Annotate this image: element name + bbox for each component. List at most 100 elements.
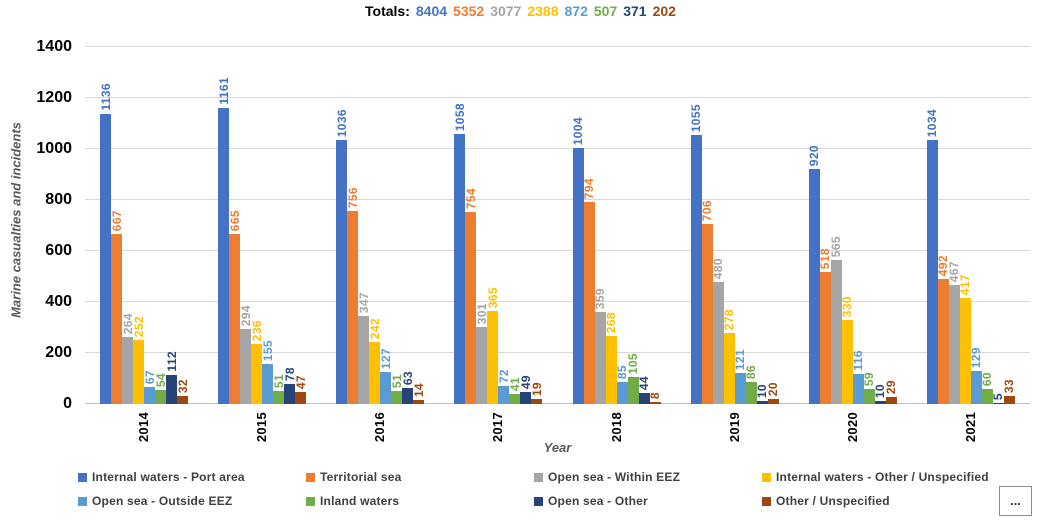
bar[interactable] bbox=[712, 282, 724, 404]
bar[interactable] bbox=[295, 392, 307, 404]
legend-label: Other / Unspecified bbox=[776, 494, 890, 508]
bar-slot: 8 bbox=[648, 392, 662, 404]
legend-swatch-icon bbox=[762, 472, 771, 482]
bar-slot: 264 bbox=[121, 313, 135, 404]
bar[interactable] bbox=[572, 148, 584, 404]
bar[interactable] bbox=[1003, 396, 1015, 404]
bar[interactable] bbox=[336, 140, 348, 404]
bar[interactable] bbox=[808, 169, 820, 404]
more-options-button[interactable]: ... bbox=[999, 486, 1032, 516]
bar[interactable] bbox=[391, 391, 403, 404]
bar[interactable] bbox=[948, 285, 960, 404]
legend-item[interactable]: Open sea - Other bbox=[534, 494, 762, 508]
bar[interactable] bbox=[413, 400, 425, 404]
bar[interactable] bbox=[122, 337, 134, 404]
bar[interactable] bbox=[454, 134, 466, 404]
legend-item[interactable]: Open sea - Outside EEZ bbox=[78, 494, 306, 508]
bar[interactable] bbox=[852, 374, 864, 404]
legend-item[interactable]: Other / Unspecified bbox=[762, 494, 990, 508]
bar-slot: 10 bbox=[755, 384, 769, 404]
bar[interactable] bbox=[133, 340, 145, 404]
bar-slot: 706 bbox=[700, 200, 714, 404]
bar[interactable] bbox=[240, 329, 252, 404]
bar[interactable] bbox=[649, 402, 661, 404]
bar[interactable] bbox=[734, 373, 746, 404]
legend-item[interactable]: Open sea - Within EEZ bbox=[534, 470, 762, 484]
bar[interactable] bbox=[520, 392, 532, 404]
bar[interactable] bbox=[981, 389, 993, 404]
bar[interactable] bbox=[111, 234, 123, 404]
bar[interactable] bbox=[926, 140, 938, 404]
legend-item[interactable]: Internal waters - Port area bbox=[78, 470, 306, 484]
bar[interactable] bbox=[100, 114, 112, 404]
bar[interactable] bbox=[166, 375, 178, 404]
bar[interactable] bbox=[487, 311, 499, 404]
bar[interactable] bbox=[465, 212, 477, 404]
legend-item[interactable]: Territorial sea bbox=[306, 470, 534, 484]
bar[interactable] bbox=[498, 386, 510, 404]
bar-slot: 51 bbox=[272, 374, 286, 404]
bar-slot: 278 bbox=[722, 309, 736, 404]
bar[interactable] bbox=[155, 390, 167, 404]
bar[interactable] bbox=[229, 234, 241, 404]
legend-item[interactable]: Internal waters - Other / Unspecified bbox=[762, 470, 990, 484]
bar-slot: 1161 bbox=[217, 77, 231, 404]
y-tick-label: 200 bbox=[45, 344, 72, 361]
bar[interactable] bbox=[745, 382, 757, 404]
bar-slot: 365 bbox=[486, 287, 500, 404]
bar[interactable] bbox=[885, 397, 897, 404]
bar[interactable] bbox=[874, 401, 886, 404]
bar[interactable] bbox=[358, 316, 370, 404]
bar-slot: 1036 bbox=[335, 109, 349, 404]
bar[interactable] bbox=[992, 403, 1004, 404]
bar[interactable] bbox=[347, 211, 359, 404]
total-value: 8404 bbox=[415, 3, 448, 19]
bar-group: 1136 667 264 252 67 54 112 32 2014 bbox=[85, 47, 203, 442]
bar[interactable] bbox=[638, 393, 650, 404]
bar[interactable] bbox=[756, 401, 768, 404]
bar-slot: 51 bbox=[390, 374, 404, 404]
bar[interactable] bbox=[605, 336, 617, 404]
bar[interactable] bbox=[767, 399, 779, 404]
bar[interactable] bbox=[583, 202, 595, 404]
bar[interactable] bbox=[970, 371, 982, 404]
bar[interactable] bbox=[476, 327, 488, 404]
bar[interactable] bbox=[594, 312, 606, 404]
bar[interactable] bbox=[690, 135, 702, 404]
bars-row: 1136 667 264 252 67 54 112 32 bbox=[99, 83, 190, 404]
bar[interactable] bbox=[380, 372, 392, 404]
bar[interactable] bbox=[627, 377, 639, 404]
bar[interactable] bbox=[531, 399, 543, 404]
bar[interactable] bbox=[841, 320, 853, 404]
legend-swatch-icon bbox=[534, 472, 543, 482]
bar[interactable] bbox=[616, 382, 628, 404]
bar[interactable] bbox=[701, 224, 713, 404]
bar-slot: 47 bbox=[294, 375, 308, 404]
legend-label: Internal waters - Port area bbox=[92, 470, 245, 484]
bar-value-label: 14 bbox=[411, 382, 426, 397]
bar[interactable] bbox=[509, 394, 521, 404]
bar[interactable] bbox=[177, 396, 189, 404]
bar[interactable] bbox=[830, 260, 842, 404]
bar[interactable] bbox=[273, 391, 285, 404]
bar-value-label: 330 bbox=[840, 295, 855, 317]
bar-value-label: 236 bbox=[249, 319, 264, 341]
bar-value-label: 5 bbox=[991, 392, 1006, 400]
bar[interactable] bbox=[723, 333, 735, 404]
bar-groups: 1136 667 264 252 67 54 112 32 2014 1161 665 294 236 1… bbox=[85, 47, 1030, 442]
bar[interactable] bbox=[369, 342, 381, 404]
bar[interactable] bbox=[144, 387, 156, 404]
legend-item[interactable]: Inland waters bbox=[306, 494, 534, 508]
bar[interactable] bbox=[218, 108, 230, 404]
bar[interactable] bbox=[937, 279, 949, 404]
bar-slot: 330 bbox=[840, 296, 854, 404]
bar[interactable] bbox=[262, 364, 274, 404]
legend-label: Territorial sea bbox=[320, 470, 402, 484]
bar[interactable] bbox=[402, 388, 414, 404]
bar[interactable] bbox=[819, 272, 831, 404]
bar[interactable] bbox=[959, 298, 971, 404]
bar[interactable] bbox=[284, 384, 296, 404]
bar[interactable] bbox=[251, 344, 263, 404]
bar-value-label: 665 bbox=[227, 209, 242, 231]
bar[interactable] bbox=[863, 389, 875, 404]
